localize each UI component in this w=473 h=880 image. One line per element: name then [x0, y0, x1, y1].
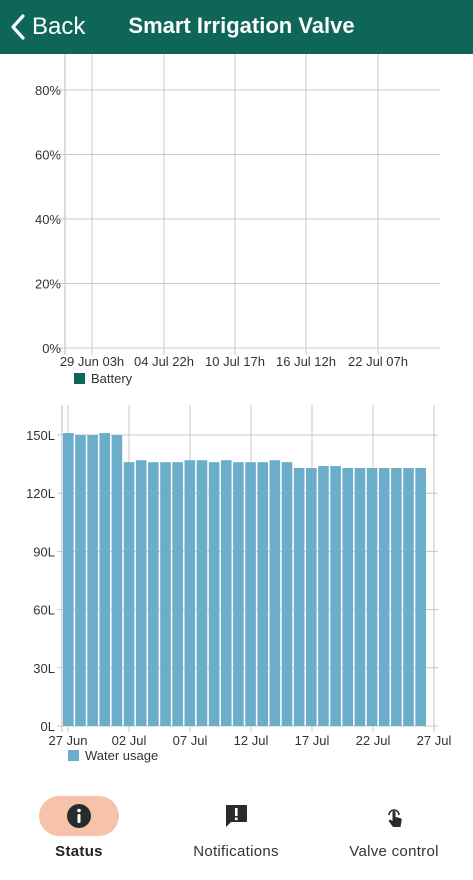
water-x-tick-label: 02 Jul [112, 733, 147, 748]
water-y-tick-label: 30L [33, 661, 55, 676]
water-usage-bar [318, 466, 329, 726]
water-usage-bar [403, 467, 414, 726]
water-usage-bar [148, 462, 159, 726]
water-usage-bar [269, 460, 281, 726]
water-usage-bar [281, 462, 293, 726]
water-usage-bar [354, 467, 366, 726]
tab-valve-control-label: Valve control [349, 843, 439, 860]
battery-legend: Battery [74, 371, 132, 386]
water-usage-bar [257, 462, 268, 726]
water-usage-bar [160, 462, 171, 726]
battery-x-tick-label: 22 Jul 07h [348, 354, 408, 369]
battery-y-tick-label: 60% [35, 148, 61, 163]
water-y-tick-label: 60L [33, 603, 55, 618]
tab-notifications-label: Notifications [193, 843, 279, 860]
tab-valve-control[interactable]: Valve control [315, 790, 473, 880]
water-usage-bar [378, 467, 390, 726]
battery-y-tick-label: 0% [42, 341, 61, 356]
water-x-tick-label: 22 Jul [356, 733, 391, 748]
water-x-tick-label: 17 Jul [295, 733, 330, 748]
back-label: Back [32, 13, 86, 40]
water-usage-bar [135, 460, 147, 726]
water-y-tick-label: 90L [33, 544, 55, 559]
battery-x-tick-label: 16 Jul 12h [276, 354, 336, 369]
water-y-tick-label: 0L [41, 719, 55, 734]
tab-notifications[interactable]: Notifications [157, 790, 315, 880]
water-usage-chart-svg: 0L 30L 60L 90L 120L 150L 27 Jun 02 Jul 07 Jul 12 … [26, 405, 452, 748]
water-usage-bar [342, 467, 354, 726]
water-usage-bar [184, 460, 196, 726]
alert-message-icon [226, 805, 247, 827]
app-header: Back Smart Irrigation Valve [0, 0, 473, 54]
tab-status-label: Status [55, 843, 103, 860]
bottom-tab-bar: Status Notifications Valve control [0, 790, 473, 880]
water-x-tick-label: 27 Jul [417, 733, 452, 748]
battery-x-tick-label: 10 Jul 17h [205, 354, 265, 369]
info-icon [67, 804, 91, 828]
water-legend: Water usage [68, 748, 158, 763]
battery-x-tick-label: 04 Jul 22h [134, 354, 194, 369]
battery-chart-svg: 0% 20% 40% 60% 80% 29 Jun 03h 04 Jul 22h 10 Jul… [35, 54, 440, 369]
water-usage-bar [233, 462, 244, 726]
water-usage-bar [245, 462, 256, 726]
battery-chart: 0% 20% 40% 60% 80% 29 Jun 03h 04 Jul 22h 10 Jul… [0, 54, 473, 389]
water-x-tick-label: 27 Jun [48, 733, 87, 748]
water-y-tick-label: 150L [26, 428, 55, 443]
back-button[interactable]: Back [10, 10, 85, 44]
water-usage-bar [330, 466, 341, 726]
water-usage-bar [293, 467, 305, 726]
water-y-tick-label: 120L [26, 486, 55, 501]
battery-legend-swatch [74, 373, 85, 384]
water-usage-bar [75, 435, 86, 726]
tab-status[interactable]: Status [0, 790, 158, 880]
water-usage-bar [415, 467, 426, 726]
battery-y-tick-label: 20% [35, 277, 61, 292]
water-usage-bar [123, 462, 135, 726]
chevron-left-icon [11, 14, 25, 40]
water-usage-bar [220, 460, 232, 726]
water-usage-bar [391, 467, 402, 726]
battery-y-tick-label: 40% [35, 212, 61, 227]
water-usage-bar [87, 435, 98, 726]
water-usage-bar [196, 460, 208, 726]
page-title: Smart Irrigation Valve [128, 13, 355, 38]
water-legend-label: Water usage [85, 748, 159, 763]
water-usage-bar [111, 435, 123, 726]
water-x-tick-label: 07 Jul [173, 733, 208, 748]
water-usage-bar [63, 433, 74, 726]
water-usage-chart: 0L 30L 60L 90L 120L 150L 27 Jun 02 Jul 07 Jul 12 … [0, 395, 473, 775]
battery-legend-label: Battery [91, 371, 133, 386]
water-usage-bar [99, 433, 111, 726]
water-x-tick-label: 12 Jul [234, 733, 269, 748]
water-usage-bar [366, 467, 378, 726]
battery-y-tick-label: 80% [35, 83, 61, 98]
water-usage-bar [172, 462, 183, 726]
water-usage-bar [208, 462, 220, 726]
battery-x-tick-label: 29 Jun 03h [60, 354, 124, 369]
water-usage-bar [306, 467, 317, 726]
water-legend-swatch [68, 750, 79, 761]
touch-icon [388, 809, 402, 827]
